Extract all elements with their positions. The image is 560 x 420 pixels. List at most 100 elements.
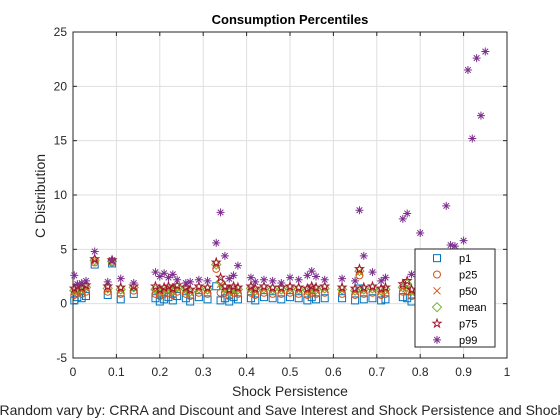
chart-title: Consumption Percentiles — [212, 12, 369, 27]
data-point-p1 — [116, 295, 125, 304]
data-point-p50 — [355, 268, 364, 277]
data-point-p75 — [366, 280, 378, 291]
data-point-p75 — [171, 279, 183, 290]
y-tick-label: 15 — [54, 134, 68, 148]
legend-marker-p50 — [433, 286, 441, 295]
data-point-mean — [102, 283, 113, 294]
data-point-p75 — [215, 271, 227, 283]
data-point-p50 — [260, 285, 268, 294]
data-point-p50 — [195, 285, 203, 294]
y-tick-label: 20 — [54, 79, 68, 93]
data-point-p1 — [359, 295, 368, 304]
data-point-p50 — [203, 286, 212, 295]
data-point-mean — [336, 284, 348, 295]
data-point-p99 — [216, 208, 225, 217]
data-point-p1 — [233, 295, 242, 304]
data-point-p25 — [129, 286, 138, 295]
data-point-p99 — [181, 279, 190, 288]
data-point-p99 — [303, 271, 312, 280]
x-tick-label: 0.8 — [412, 365, 429, 379]
data-point-mean — [193, 283, 205, 294]
data-point-p50 — [116, 286, 125, 295]
y-axis-label: C Distribution — [32, 154, 48, 238]
data-point-p99 — [129, 279, 138, 288]
data-point-p99 — [116, 274, 125, 283]
data-point-p1 — [351, 296, 360, 305]
data-point-p50 — [338, 286, 346, 295]
data-point-p99 — [229, 271, 238, 280]
x-tick-label: 0.2 — [151, 365, 168, 379]
data-point-p1 — [186, 297, 195, 306]
y-tick-label: 0 — [60, 297, 67, 311]
data-point-p1 — [398, 293, 407, 302]
data-point-p75 — [336, 281, 348, 293]
legend-label-p99: p99 — [459, 335, 477, 347]
data-point-p50 — [294, 286, 303, 295]
data-point-p1 — [377, 296, 386, 305]
data-point-mean — [258, 283, 270, 294]
data-point-p99 — [259, 275, 268, 284]
data-point-p75 — [401, 275, 413, 286]
data-point-p99 — [446, 240, 455, 249]
x-tick-label: 0.9 — [455, 365, 472, 379]
legend-marker-mean — [431, 301, 443, 313]
data-point-p75 — [89, 253, 101, 264]
data-point-p75 — [275, 281, 287, 293]
data-point-p99 — [407, 270, 416, 279]
legend-label-p25: p25 — [459, 270, 477, 282]
data-point-p75 — [228, 280, 240, 291]
data-point-p75 — [193, 280, 205, 291]
data-point-p99 — [442, 201, 451, 210]
data-point-mean — [211, 259, 222, 270]
data-point-p99 — [90, 247, 99, 256]
data-point-mean — [354, 265, 365, 277]
data-point-p75 — [245, 280, 257, 291]
data-point-mean — [232, 284, 244, 295]
y-tick-label: 25 — [54, 25, 68, 39]
data-point-p75 — [180, 281, 192, 293]
data-point-p99 — [368, 268, 377, 277]
data-point-p50 — [368, 285, 377, 294]
data-point-p99 — [355, 206, 364, 215]
grid — [72, 31, 508, 359]
data-point-p99 — [294, 275, 303, 284]
data-point-p75 — [267, 281, 279, 293]
data-point-p75 — [379, 281, 392, 293]
legend-label-p75: p75 — [459, 319, 477, 331]
data-point-mean — [375, 285, 387, 296]
data-point-mean — [284, 283, 296, 294]
data-point-p1 — [216, 296, 225, 305]
data-point-p99 — [194, 275, 203, 284]
data-point-p75 — [115, 281, 127, 293]
data-point-p50 — [351, 287, 359, 296]
legend-label-mean: mean — [459, 302, 487, 314]
data-point-p1 — [355, 284, 364, 293]
legend-marker-p1 — [433, 254, 441, 263]
data-point-p1 — [368, 294, 377, 303]
data-point-p75 — [223, 283, 235, 295]
data-point-mean — [224, 286, 235, 297]
data-point-p99 — [398, 214, 407, 223]
data-point-p75 — [210, 256, 222, 268]
data-point-p75 — [310, 281, 322, 293]
x-axis-label: Shock Persistence — [232, 383, 348, 399]
data-point-p75 — [284, 280, 296, 291]
data-point-p1 — [381, 295, 390, 304]
data-point-p99 — [164, 273, 173, 282]
data-point-p99 — [70, 271, 79, 280]
data-point-p99 — [173, 275, 182, 284]
axes-box — [72, 31, 508, 359]
data-point-p75 — [162, 280, 175, 291]
data-point-p75 — [397, 278, 409, 289]
data-point-p1 — [225, 297, 234, 306]
data-point-p75 — [232, 281, 244, 293]
data-point-p1 — [203, 295, 212, 304]
x-tick-label: 0.1 — [108, 365, 125, 379]
data-point-p99 — [233, 261, 242, 270]
data-point-p99 — [312, 272, 321, 281]
data-point-p99 — [212, 238, 221, 247]
data-point-p99 — [160, 269, 169, 278]
data-point-p99 — [359, 251, 368, 260]
data-point-p99 — [463, 66, 472, 75]
